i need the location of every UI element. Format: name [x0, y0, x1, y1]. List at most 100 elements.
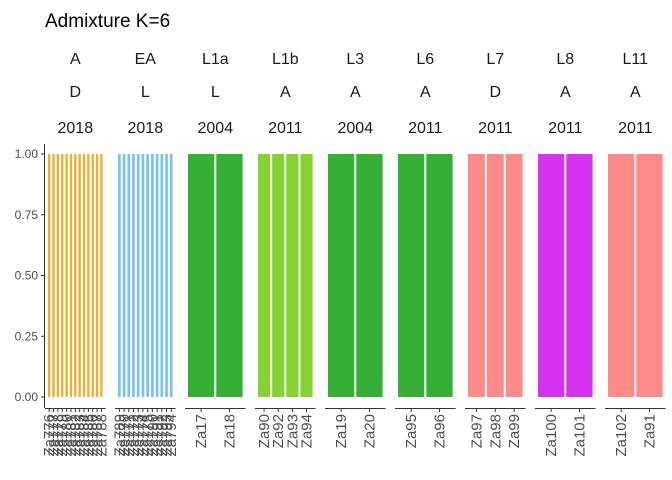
y-tick-label: 0.50: [15, 269, 39, 283]
bar-Za781: [69, 154, 73, 397]
panel-6: L7 D 2011 Za97 Za98 Za99: [465, 51, 526, 448]
bar-Za94: [300, 154, 313, 397]
x-tick-label: Za774: [135, 414, 152, 457]
bar-Za788: [100, 154, 103, 397]
x-tick-label: Za17: [193, 414, 210, 448]
strip-label: 2004: [198, 120, 234, 137]
x-tick-label: Za783: [72, 414, 89, 457]
bar-Za97: [468, 154, 485, 397]
strip-label: A: [350, 84, 361, 101]
bar-Za96: [426, 154, 453, 397]
x-tick-label: Za95: [403, 414, 420, 448]
strip-label: L8: [556, 51, 574, 68]
strip-label: 2004: [338, 120, 374, 137]
bar-Za100: [538, 154, 565, 397]
panels: AD2018Za776Za777Za778Za779Za780Za781Za78…: [41, 51, 666, 457]
x-tick-label: Za18: [221, 414, 238, 448]
x-tick-label: Za94: [299, 414, 316, 448]
bar-Za90: [258, 154, 271, 397]
x-tick-label: Za91: [641, 414, 658, 448]
x-tick-label: Za770: [116, 414, 133, 457]
bar-Za92: [272, 154, 285, 397]
x-tick-label: Za788: [93, 414, 110, 457]
x-tick-label: Za93: [284, 414, 301, 448]
strip-label: L7: [486, 51, 504, 68]
strip-label: 2011: [268, 120, 303, 137]
y-tick-label: 0.25: [15, 329, 39, 343]
bar-Za784: [82, 154, 86, 397]
bar-Za780: [65, 154, 68, 397]
x-tick-label: Za782: [67, 414, 84, 457]
x-tick-label: Za784: [76, 414, 93, 457]
panel-2: L1a L 2004 Za17 Za18: [185, 51, 246, 448]
x-tick-label: Za776: [41, 414, 58, 457]
bar-Za794: [169, 154, 173, 397]
bar-Za782: [74, 154, 77, 397]
bar-Za791: [155, 154, 159, 397]
strip-label: L11: [623, 51, 649, 68]
y-tick-label: 1.00: [15, 147, 39, 161]
panel-1: EAL2018Za789Za770Za771Za772Za773Za774Za7…: [111, 51, 180, 457]
x-tick-label: Za790: [144, 414, 161, 457]
y-axis: 0.00 0.25 0.50 0.75 1.00: [15, 144, 45, 408]
x-tick-label: Za780: [59, 414, 76, 457]
bar-Za777: [52, 154, 55, 397]
bar-Za790: [151, 154, 154, 397]
x-tick-label: Za101: [571, 414, 588, 457]
bar-Za779: [61, 154, 64, 397]
panel-4: L3 A 2004 Za19 Za20: [325, 51, 386, 448]
x-tick-label: Za97: [468, 414, 485, 448]
panel-0: AD2018Za776Za777Za778Za779Za780Za781Za78…: [41, 51, 110, 457]
strip-label: L: [211, 84, 220, 101]
strip-label: A: [70, 51, 81, 68]
bar-Za98: [486, 154, 504, 397]
x-tick-label: Za786: [85, 414, 102, 457]
x-tick-label: Za787: [89, 414, 106, 457]
strip-label: 2011: [618, 120, 653, 137]
x-tick-label: Za102: [613, 414, 630, 457]
bar-Za771: [127, 154, 131, 397]
x-tick-label: Za773: [130, 414, 147, 457]
bar-Za95: [398, 154, 425, 397]
x-tick-label: Za771: [121, 414, 138, 457]
bar-Za93: [286, 154, 299, 397]
strip-label: A: [560, 84, 571, 101]
x-tick-label: Za100: [543, 414, 560, 457]
panel-5: L6 A 2011 Za95 Za96: [395, 51, 456, 448]
y-tick-label: 0.75: [15, 208, 39, 222]
strip-label: EA: [135, 51, 157, 68]
strip-label: A: [420, 84, 431, 101]
strip-label: 2011: [548, 120, 583, 137]
x-tick-label: Za791: [149, 414, 166, 457]
x-tick-label: Za793: [159, 414, 176, 457]
bar-Za787: [95, 154, 99, 397]
x-tick-label: Za778: [50, 414, 67, 457]
strip-label: 2018: [128, 120, 164, 137]
strip-label: A: [630, 84, 641, 101]
y-tick-label: 0.00: [15, 390, 39, 404]
bar-Za774: [141, 154, 145, 397]
strip-label: D: [490, 84, 502, 101]
x-tick-label: Za781: [63, 414, 80, 457]
x-tick-label: Za777: [46, 414, 63, 457]
panel-8: L11 A 2011 Za102 Za91: [605, 51, 666, 457]
bar-Za793: [165, 154, 168, 397]
x-tick-label: Za789: [111, 414, 128, 457]
strip-label: L3: [346, 51, 364, 68]
x-tick-label: Za92: [270, 414, 287, 448]
strip-label: 2011: [408, 120, 443, 137]
bar-Za772: [132, 154, 135, 397]
strip-label: L1b: [272, 51, 299, 68]
strip-label: L6: [416, 51, 434, 68]
x-tick-label: Za785: [80, 414, 97, 457]
chart-title: Admixture K=6: [45, 11, 170, 32]
x-tick-label: Za99: [506, 414, 523, 448]
bar-Za789: [118, 154, 121, 397]
bar-Za792: [160, 154, 164, 397]
bar-Za783: [78, 154, 81, 397]
strip-label: 2011: [478, 120, 513, 137]
bar-Za18: [216, 154, 243, 397]
x-tick-label: Za20: [361, 414, 378, 448]
